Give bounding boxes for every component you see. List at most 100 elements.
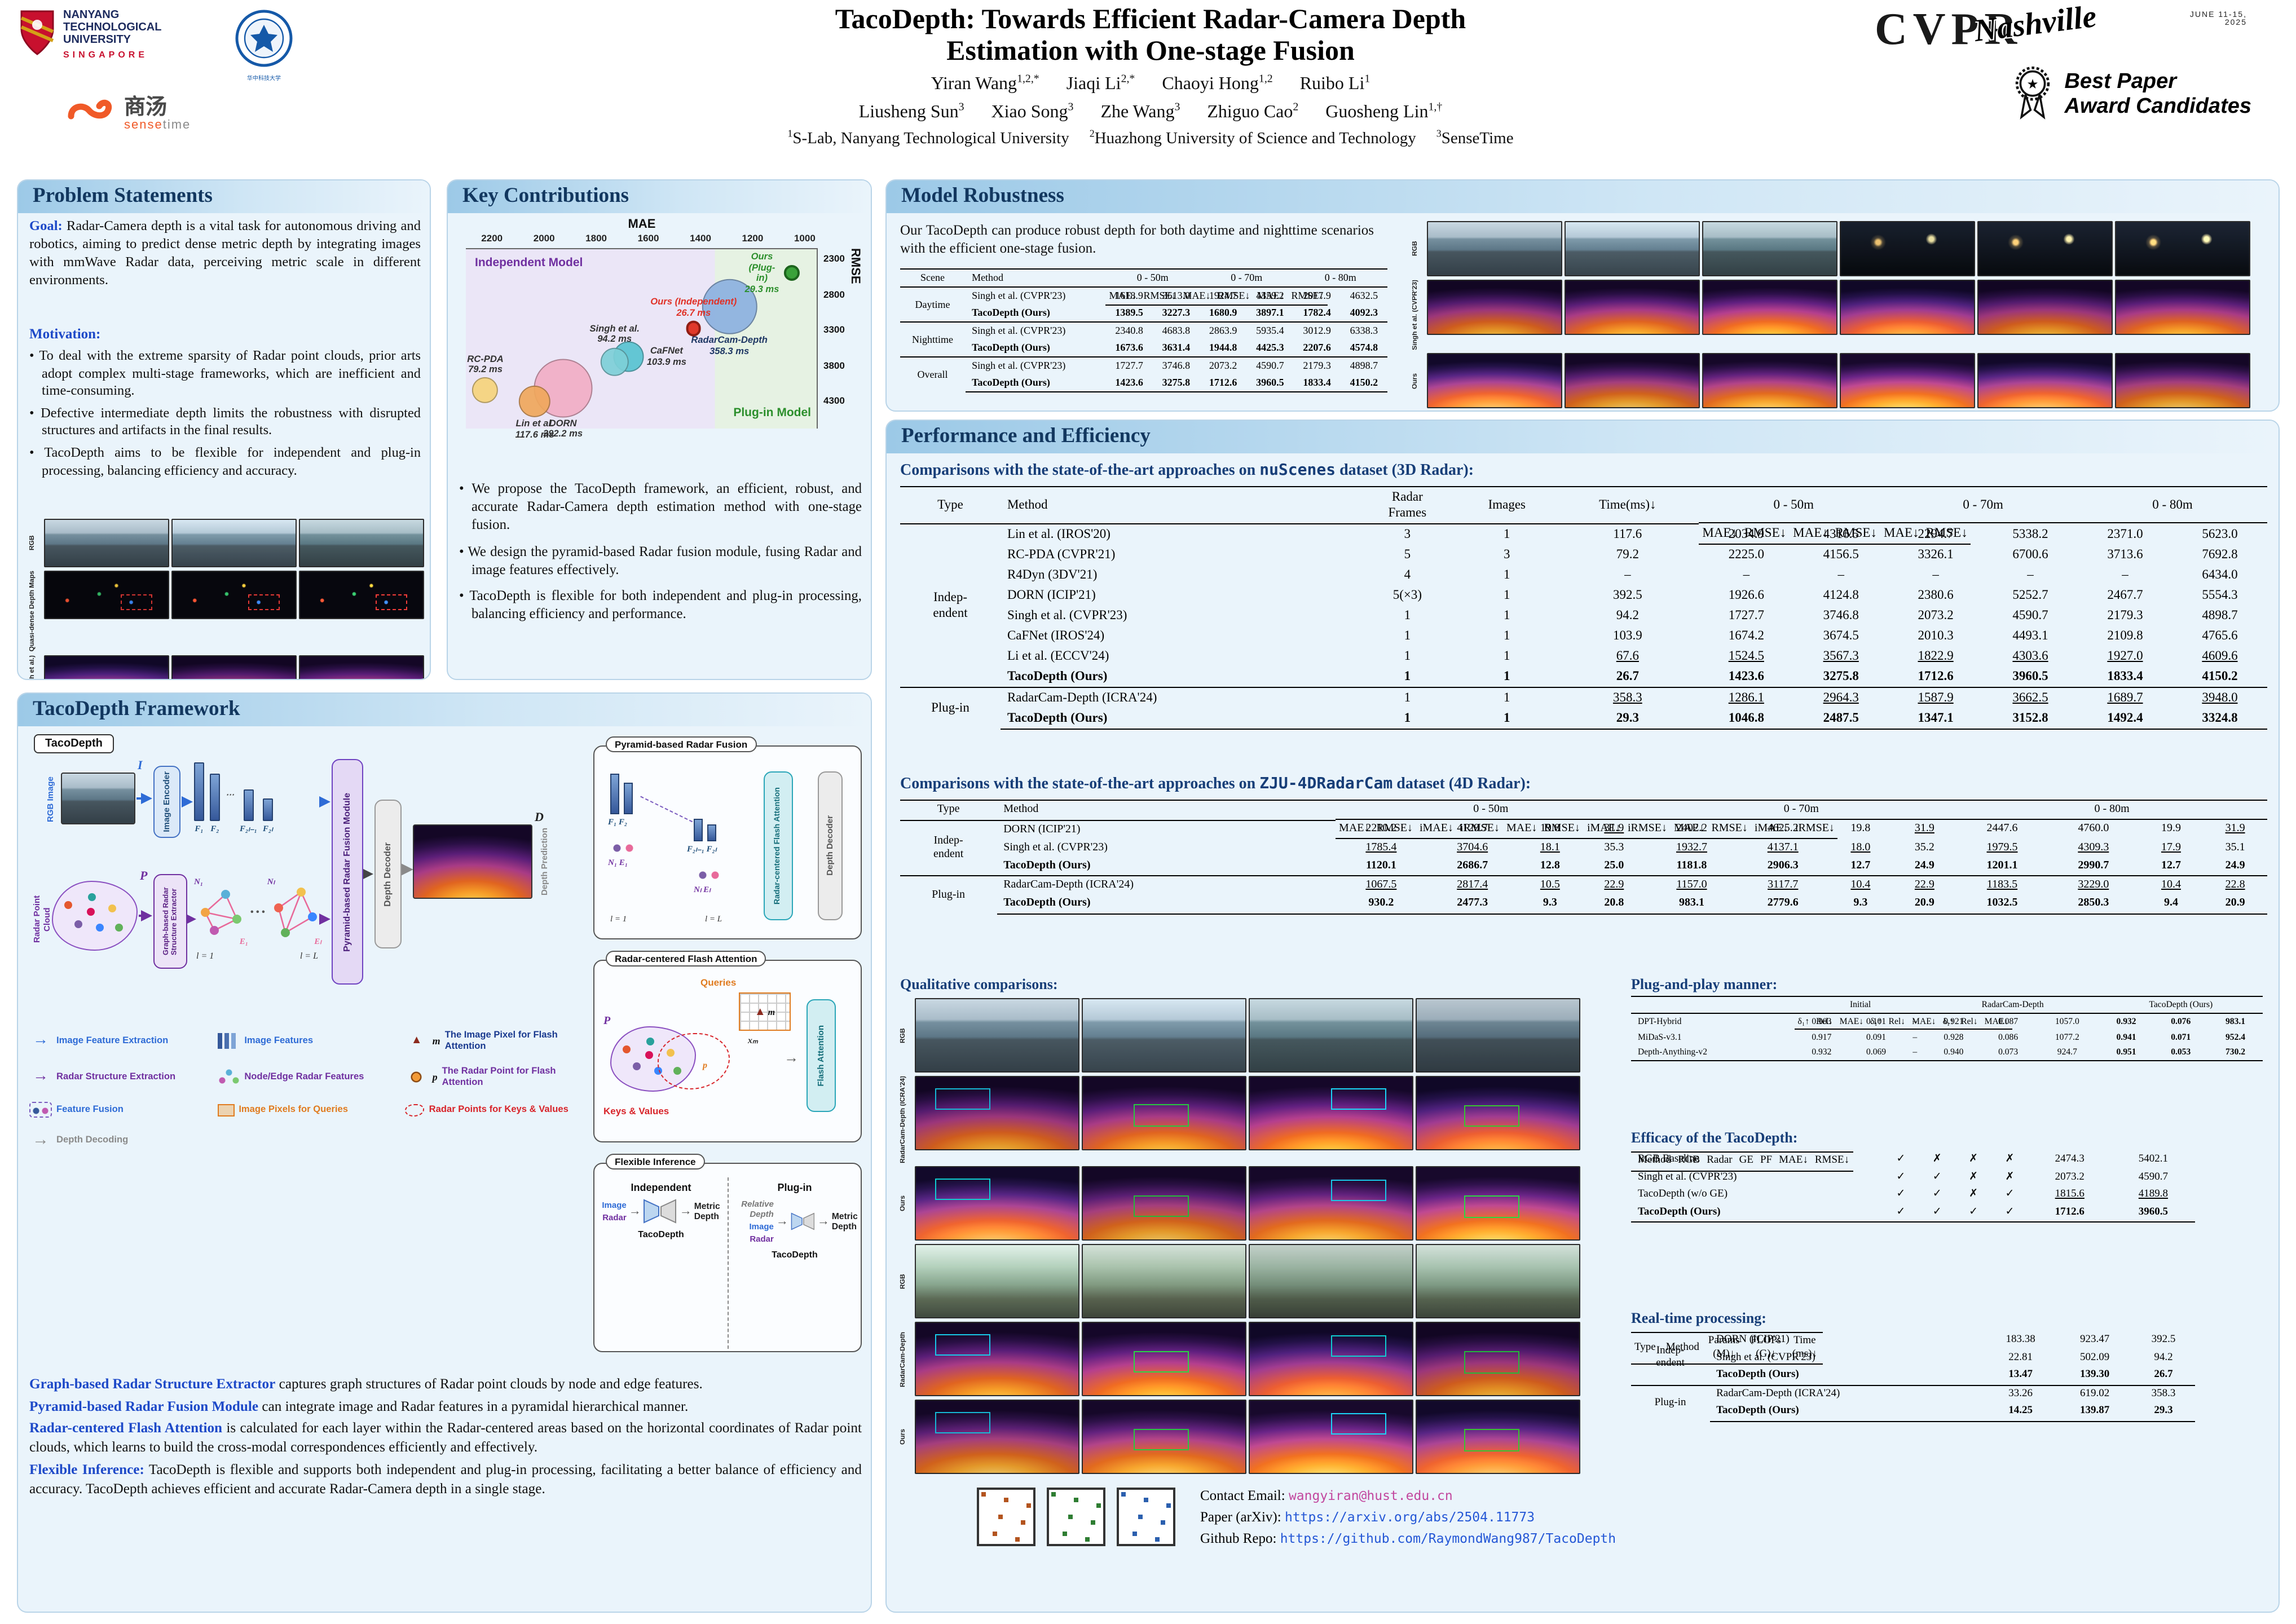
robustness-image (1565, 280, 1700, 335)
chart-y-axis-label: RMSE (848, 248, 862, 284)
graph-cluster-1: N₁ E₁ (194, 876, 248, 946)
fusion-icon (29, 1102, 52, 1118)
legend-item: → Radar Structure Extraction (29, 1066, 208, 1087)
layer-L-label: l = L (299, 951, 318, 961)
edge-label: Eₗ (314, 936, 321, 946)
bullet-item: TacoDepth is flexible for both independe… (459, 588, 862, 624)
url-link[interactable]: https://arxiv.org/abs/2504.11773 (1284, 1508, 1535, 1525)
image-symbol: I (138, 759, 143, 773)
point-cloud-symbol-small: P (603, 1015, 611, 1027)
author-name: Yiran Wang1,2,* (931, 73, 1039, 94)
problem-image (171, 655, 297, 679)
image-feature-bar: F₂ₗ (262, 752, 273, 833)
chart-bubble-label: Ours (Plug-in) 29.3 ms (744, 250, 779, 294)
qualitative-image (1249, 1400, 1413, 1475)
plug-and-play-heading: Plug-and-play manner: (1631, 976, 1778, 992)
email-link[interactable]: wangyiran@hust.edu.cn (1288, 1488, 1453, 1503)
framework-main-diagram: TacoDepth RGB Image I Image Encoder F₁ F₂… (29, 734, 584, 1368)
depth-decoder-box: Depth Decoder (374, 800, 402, 948)
flash-attention-detail-box: Radar-centered Flash Attention Queries ▲… (593, 951, 862, 1142)
qualitative-image (1416, 1076, 1580, 1150)
qualitative-heading: Qualitative comparisons: (900, 976, 1058, 992)
chart-bubble-label: RC-PDA 79.2 ms (467, 352, 504, 374)
qualitative-row-label: RGB (900, 1027, 907, 1043)
poster-title-line2: Estimation with One-stage Fusion (946, 36, 1355, 67)
edge-label: E₁ (239, 936, 248, 946)
key-contributions-panel: Key Contributions MAE 2200 2000 1800 1600 14… (447, 179, 872, 680)
flexible-inference-title: Flexible Inference (606, 1154, 705, 1170)
plugin-model-region-label: Plug-in Model (733, 406, 811, 420)
chart-bubble-label: DORN 392.2 ms (543, 417, 583, 439)
framework-detail-boxes: Pyramid-based Radar Fusion F₁ F₂ F₂ₗ₋₁ F… (593, 734, 862, 1368)
robustness-image (1565, 353, 1700, 409)
feature-bars-icon-small (694, 817, 716, 841)
url-link[interactable]: https://github.com/RaymondWang987/TacoDe… (1280, 1530, 1616, 1546)
robustness-image (2115, 221, 2250, 276)
queries-label: Queries (700, 977, 737, 988)
tacodepth-label: TacoDepth (638, 1229, 684, 1239)
triangle-icon: ▲ (411, 1034, 422, 1047)
robustness-image (2115, 353, 2250, 409)
robustness-image (1565, 221, 1700, 276)
plugin-label: Plug-in (777, 1182, 812, 1193)
affiliation: 2Huazhong University of Science and Tech… (1089, 128, 1416, 148)
robustness-image (1702, 221, 1837, 276)
problem-image (44, 571, 169, 619)
goal-label: Goal: (29, 218, 63, 233)
x-tick-label: 2000 (533, 232, 555, 244)
performance-panel: Performance and Efficiency Comparisons w… (885, 420, 2280, 1613)
qualitative-image (1082, 998, 1246, 1073)
sensetime-logo: 商汤 sensetime (63, 97, 191, 132)
qualitative-image (1082, 1244, 1246, 1319)
poster-title-line1: TacoDepth: Towards Efficient Radar-Camer… (835, 5, 1466, 35)
x-tick-label: 1000 (794, 232, 816, 244)
chart-bubble-label: Singh et al. 94.2 ms (589, 322, 640, 345)
image-feature-pyramid: F₁ F₂ ⋯ F₂ₗ₋₁ F₂ₗ (194, 752, 273, 833)
f1-f2-label: F₁ F₂ (608, 817, 628, 827)
graph-extractor-box: Graph-based Radar Structure Extractor (153, 874, 187, 969)
layer-index-labels: l = 1 l = L (196, 951, 318, 961)
chart-bubble-label: CaFNet 103.9 ms (646, 345, 686, 367)
depth-decoder-small-box: Depth Decoder (818, 771, 843, 920)
qualitative-image (915, 1322, 1079, 1397)
chart-x-axis-label: MAE (628, 218, 656, 231)
radar-point-cloud-blob (52, 881, 138, 951)
depth-prediction-label: Depth Prediction (539, 828, 549, 896)
qualitative-image (915, 1076, 1079, 1150)
independent-model-region-label: Independent Model (475, 256, 583, 270)
best-paper-award-badge: ★ Best Paper Award Candidates (2012, 65, 2251, 124)
ellipsis: • • • (250, 906, 265, 916)
chart-bubble (472, 377, 499, 404)
goal-text: Radar-Camera depth is a vital task for a… (29, 218, 421, 288)
xm-coordinate-label: xₘ (748, 1035, 758, 1045)
legend-item: p The Radar Point for Flash Attention (405, 1065, 584, 1087)
contact-label: Paper (arXiv): (1200, 1508, 1285, 1525)
chart-plot-area: Independent Model Plug-in Model DORN 392… (466, 248, 818, 439)
legend-item: Radar Points for Keys & Values (405, 1102, 584, 1118)
qualitative-image (1416, 998, 1580, 1073)
poster-header: NANYANG TECHNOLOGICAL UNIVERSITY SINGAPO… (0, 0, 2296, 176)
plugin-mode: Plug-in Relative Depth Image Radar → → (728, 1177, 861, 1349)
section-title-key: Key Contributions (462, 185, 629, 208)
problem-image (299, 655, 424, 679)
qualitative-image (1082, 1166, 1246, 1241)
x-tick-label: 1800 (585, 232, 607, 244)
nuscenes-table-wrap: Type Method Radar Frames Images Time(ms)↓ 0 -… (900, 486, 2267, 730)
chart-bubble-label: Ours (Independent) 26.7 ms (650, 295, 737, 318)
x-tick-label: 1600 (637, 232, 659, 244)
qualitative-row-label: RadarCam-Depth (ICRA'24) (900, 1076, 907, 1163)
ellipsis: ⋯ (226, 789, 234, 799)
zju-table: Type Method 0 - 50m 0 - 70m 0 - 80m MAE↓ RMSE↓… (900, 799, 2267, 915)
qualitative-image (1082, 1400, 1246, 1475)
metric-depth-label: Metric Depth (694, 1201, 720, 1221)
goal-paragraph: Goal: Radar-Camera depth is a vital task… (29, 218, 421, 290)
nuscenes-table: Type Method Radar Frames Images Time(ms)↓ 0 -… (900, 486, 2267, 730)
layer1-label: l = 1 (610, 914, 627, 924)
problem-image (299, 519, 424, 567)
nuscenes-heading: Comparisons with the state-of-the-art ap… (900, 461, 1474, 479)
depth-symbol: D (535, 811, 544, 824)
contact-lines: Contact Email: wangyiran@hust.edu.cn Pape… (1200, 1485, 1616, 1549)
image-input-label: Image (749, 1221, 774, 1232)
qualitative-row-label: Ours (900, 1429, 907, 1445)
